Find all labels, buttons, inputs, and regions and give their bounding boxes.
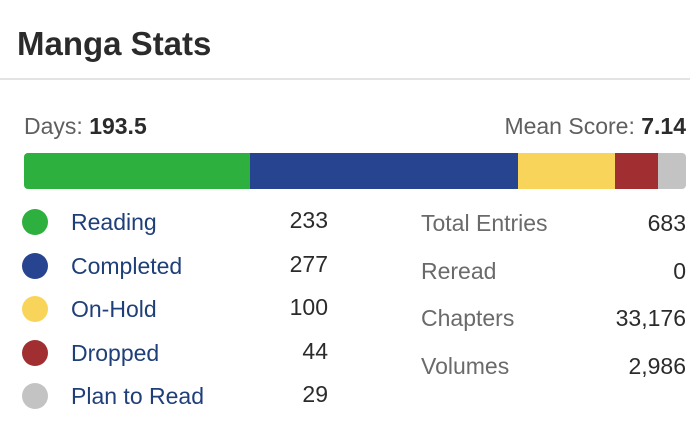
volumes-row: Volumes 2,986 xyxy=(421,350,686,398)
reread-row: Reread 0 xyxy=(421,255,686,303)
status-distribution-bar xyxy=(24,153,686,189)
bar-segment-completed[interactable] xyxy=(249,153,519,189)
status-dot-icon xyxy=(22,339,48,366)
legend-count: 44 xyxy=(302,337,328,364)
legend-item-completed[interactable]: Completed 277 xyxy=(22,244,342,288)
status-dot-icon xyxy=(22,209,48,235)
total-value: 683 xyxy=(647,210,686,236)
totals-panel: Total Entries 683 Reread 0 Chapters 33,1… xyxy=(421,207,686,397)
total-value: 0 xyxy=(673,257,686,284)
total-value: 2,986 xyxy=(628,352,686,379)
total-label: Volumes xyxy=(421,352,510,379)
stats-header: Manga Stats xyxy=(0,0,690,80)
mean-score-stat: Mean Score: 7.14 xyxy=(504,110,686,142)
legend-label[interactable]: Plan to Read xyxy=(71,383,204,409)
legend-item-dropped[interactable]: Dropped 44 xyxy=(22,331,342,375)
page-title: Manga Stats xyxy=(17,25,212,62)
legend-count: 29 xyxy=(302,381,328,407)
total-label: Total Entries xyxy=(421,210,548,236)
legend-count: 100 xyxy=(289,294,328,320)
legend-label[interactable]: Dropped xyxy=(71,339,160,366)
legend-item-on-hold[interactable]: On-Hold 100 xyxy=(22,287,342,331)
status-legend: Reading 233 Completed 277 On-Hold 100 Dr… xyxy=(22,200,342,418)
legend-label[interactable]: Reading xyxy=(71,209,157,235)
status-dot-icon xyxy=(22,252,48,279)
mean-score-label: Mean Score: xyxy=(504,113,635,139)
legend-count: 277 xyxy=(289,250,328,277)
status-dot-icon xyxy=(22,296,48,322)
total-entries-row: Total Entries 683 xyxy=(421,207,686,255)
total-label: Reread xyxy=(421,257,497,284)
legend-item-plan-to-read[interactable]: Plan to Read 29 xyxy=(22,374,342,418)
bar-segment-reading[interactable] xyxy=(24,153,250,189)
days-stat: Days: 193.5 xyxy=(24,110,147,142)
total-label: Chapters xyxy=(421,305,515,331)
legend-label[interactable]: Completed xyxy=(71,252,183,279)
days-label: Days: xyxy=(24,113,83,139)
legend-count: 233 xyxy=(289,207,328,233)
total-value: 33,176 xyxy=(615,305,686,331)
bar-segment-on-hold[interactable] xyxy=(518,153,616,189)
status-dot-icon xyxy=(22,383,48,409)
bar-segment-plan-to-read[interactable] xyxy=(657,153,686,189)
days-value: 193.5 xyxy=(89,113,147,139)
legend-item-reading[interactable]: Reading 233 xyxy=(22,200,342,244)
chapters-row: Chapters 33,176 xyxy=(421,302,686,350)
mean-score-value: 7.14 xyxy=(641,113,686,139)
legend-label[interactable]: On-Hold xyxy=(71,296,157,322)
bar-segment-dropped[interactable] xyxy=(615,153,658,189)
